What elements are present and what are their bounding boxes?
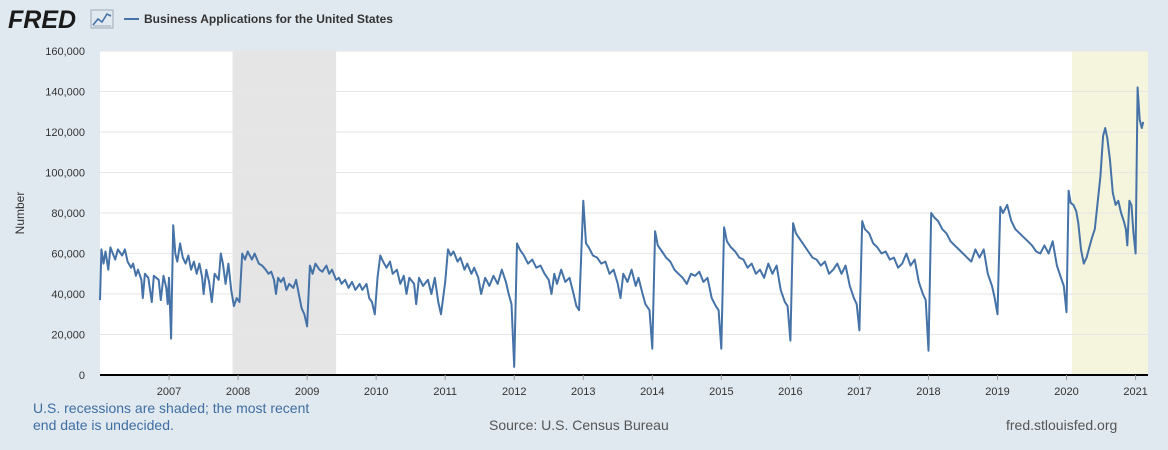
- y-tick-label: 140,000: [45, 87, 85, 99]
- chart-trend-icon: [90, 9, 114, 29]
- y-tick-label: 160,000: [45, 46, 85, 58]
- x-tick-label: 2008: [226, 386, 250, 398]
- y-tick-label: 0: [79, 370, 85, 382]
- x-tick-label: 2015: [709, 386, 733, 398]
- x-tick-label: 2021: [1123, 386, 1147, 398]
- x-tick-label: 2009: [295, 386, 319, 398]
- x-tick-label: 2019: [985, 386, 1009, 398]
- x-tick-label: 2016: [778, 386, 802, 398]
- y-tick-label: 100,000: [45, 168, 85, 180]
- y-tick-label: 80,000: [51, 208, 85, 220]
- x-tick-label: 2014: [640, 386, 664, 398]
- recession-note-line-1: U.S. recessions are shaded; the most rec…: [33, 400, 310, 416]
- x-tick-label: 2013: [571, 386, 595, 398]
- legend: Business Applications for the United Sta…: [124, 12, 393, 26]
- series-line-business-applications: [99, 86, 1145, 368]
- y-tick-label: 60,000: [51, 249, 85, 261]
- x-tick-label: 2018: [916, 386, 940, 398]
- y-tick-label: 120,000: [45, 127, 85, 139]
- fred-logo-text: FRED: [8, 6, 76, 34]
- site-link[interactable]: fred.stlouisfed.org: [1006, 417, 1118, 433]
- x-tick-label: 2017: [847, 386, 871, 398]
- y-tick-label: 40,000: [51, 289, 85, 301]
- x-tick-label: 2007: [157, 386, 181, 398]
- y-tick-label: 20,000: [51, 330, 85, 342]
- y-axis-label: Number: [13, 192, 27, 235]
- x-tick-label: 2020: [1054, 386, 1078, 398]
- source-credit: Source: U.S. Census Bureau: [489, 417, 669, 433]
- x-tick-label: 2011: [433, 386, 457, 398]
- legend-label: Business Applications for the United Sta…: [144, 12, 393, 26]
- x-tick-label: 2012: [502, 386, 526, 398]
- x-tick-label: 2010: [364, 386, 388, 398]
- fred-logo[interactable]: FRED: [8, 6, 114, 34]
- recession-note-line-2: end date is undecided.: [33, 417, 174, 433]
